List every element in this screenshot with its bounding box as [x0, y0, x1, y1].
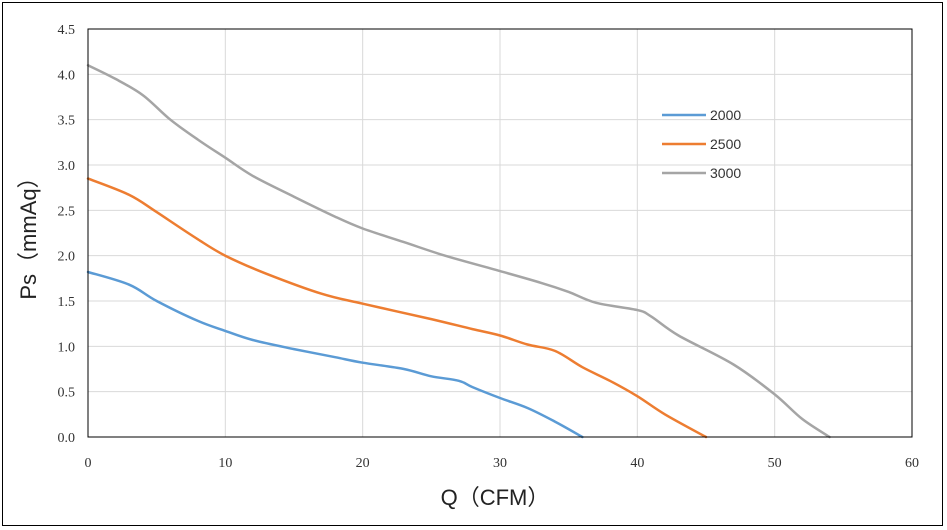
y-tick-label: 2.0	[58, 250, 76, 265]
y-tick-label: 0.0	[58, 431, 76, 446]
y-tick-label: 3.0	[58, 159, 76, 174]
y-tick-label: 1.0	[58, 340, 76, 355]
legend: 2000 2500 3000	[662, 107, 741, 181]
x-tick-label: 30	[493, 456, 507, 471]
series-group	[86, 64, 831, 439]
legend-label: 2000	[710, 107, 741, 123]
x-tick-labels: 0 10 20 30 40 50 60	[85, 456, 920, 471]
y-tick-label: 0.5	[58, 386, 76, 401]
x-tick-label: 10	[218, 456, 232, 471]
x-tick-label: 0	[85, 456, 92, 471]
y-tick-label: 3.5	[58, 114, 76, 129]
legend-label: 2500	[710, 136, 741, 152]
series-line-2500	[86, 177, 708, 439]
y-tick-label: 1.5	[58, 295, 76, 310]
x-tick-label: 50	[768, 456, 782, 471]
legend-label: 3000	[710, 165, 741, 181]
x-tick-label: 40	[630, 456, 644, 471]
x-tick-label: 60	[905, 456, 919, 471]
x-tick-label: 20	[356, 456, 370, 471]
plot-area-border	[87, 28, 913, 438]
y-tick-labels: 0.0 0.5 1.0 1.5 2.0 2.5 3.0 3.5 4.0 4.5	[58, 23, 76, 446]
y-tick-label: 2.5	[58, 204, 76, 219]
grid	[88, 29, 912, 437]
y-tick-label: 4.0	[58, 68, 76, 83]
y-tick-label: 4.5	[58, 23, 76, 38]
series-line-3000	[86, 64, 831, 439]
y-axis-title: Ps（mmAq）	[16, 166, 41, 299]
series-line-2000	[86, 270, 584, 439]
x-axis-title: Q（CFM）	[441, 485, 550, 510]
